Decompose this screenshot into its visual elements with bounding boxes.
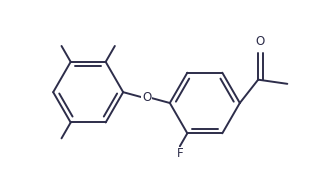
Text: F: F (176, 147, 183, 160)
Text: O: O (256, 35, 265, 48)
Text: O: O (142, 91, 151, 104)
